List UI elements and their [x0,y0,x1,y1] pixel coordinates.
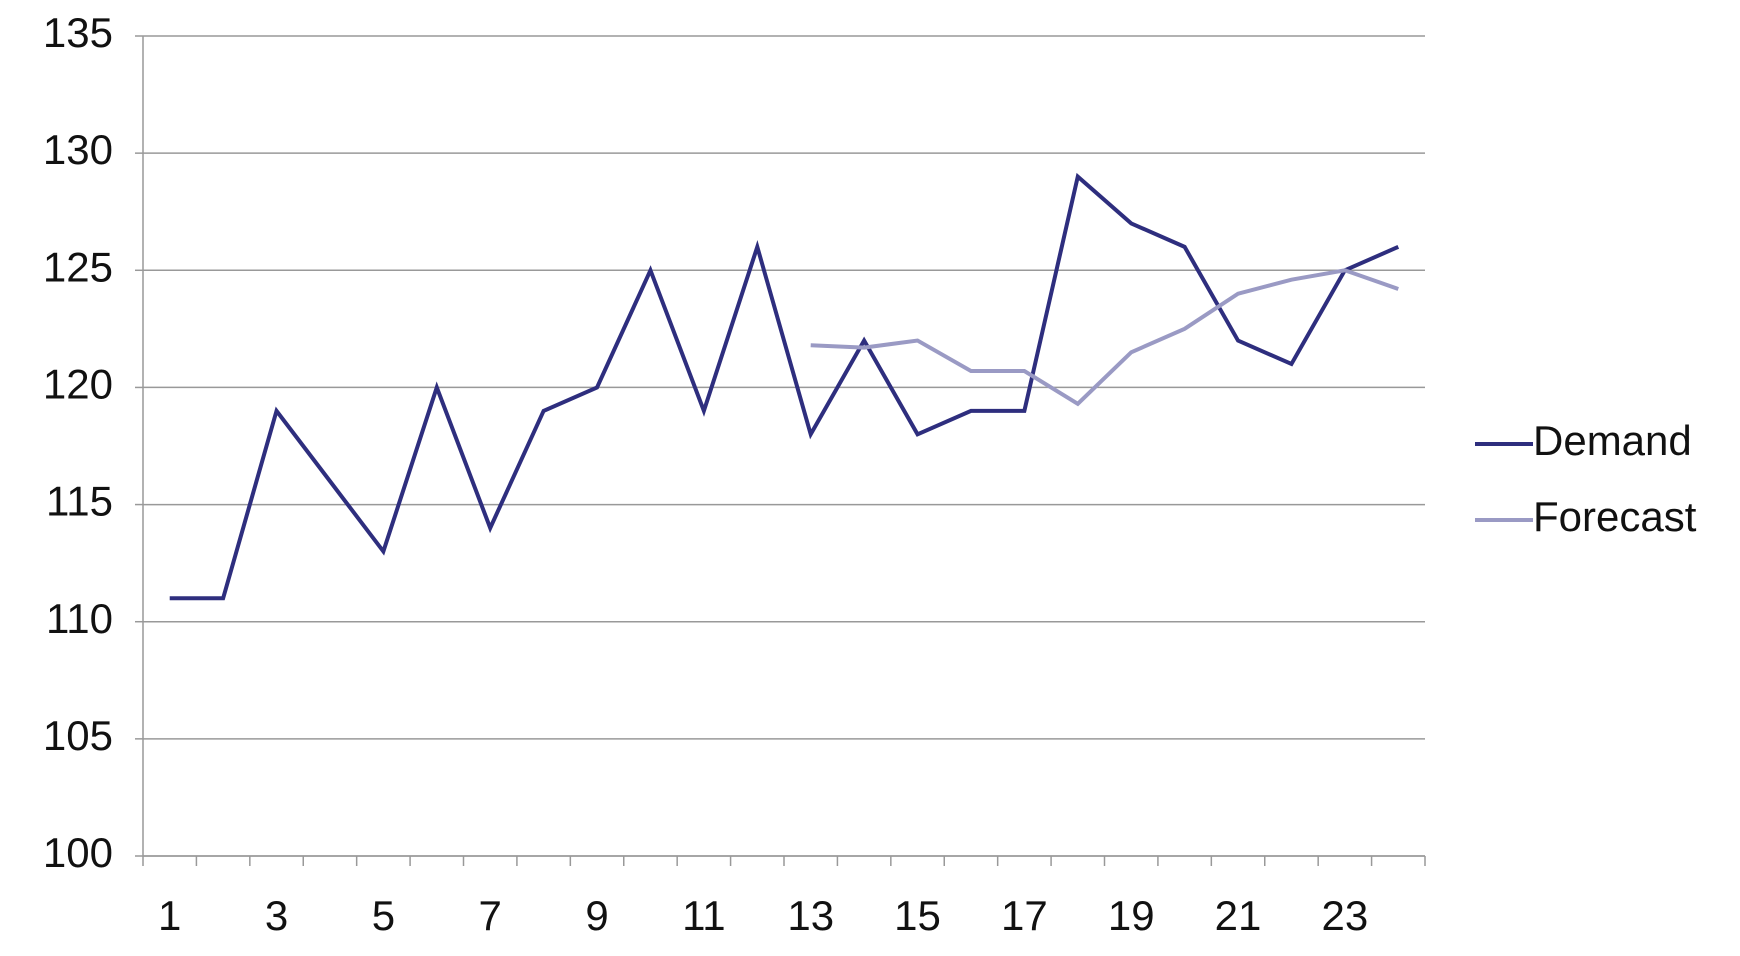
y-tick-label: 120 [43,361,113,408]
y-tick-label: 110 [46,595,113,642]
series-line [810,268,1399,407]
series-line [169,172,1400,601]
y-tick-label: 100 [43,829,113,876]
x-tick-label: 1 [158,892,181,939]
y-tick-label: 115 [46,478,113,525]
x-tick-label: 3 [265,892,288,939]
x-tick-label: 5 [372,892,395,939]
x-tick-label: 9 [585,892,608,939]
legend-label: Forecast [1533,493,1697,540]
y-tick-label: 105 [43,712,113,759]
y-tick-label: 125 [43,243,113,290]
x-tick-label: 15 [894,892,941,939]
x-tick-label: 13 [787,892,834,939]
y-tick-label: 130 [43,126,113,173]
x-tick-label: 19 [1108,892,1155,939]
legend-label: Demand [1533,417,1692,464]
x-tick-label: 23 [1322,892,1369,939]
x-tick-label: 7 [479,892,502,939]
y-tick-label: 135 [43,9,113,56]
x-tick-label: 11 [682,892,726,939]
x-tick-label: 21 [1215,892,1262,939]
x-tick-label: 17 [1001,892,1048,939]
